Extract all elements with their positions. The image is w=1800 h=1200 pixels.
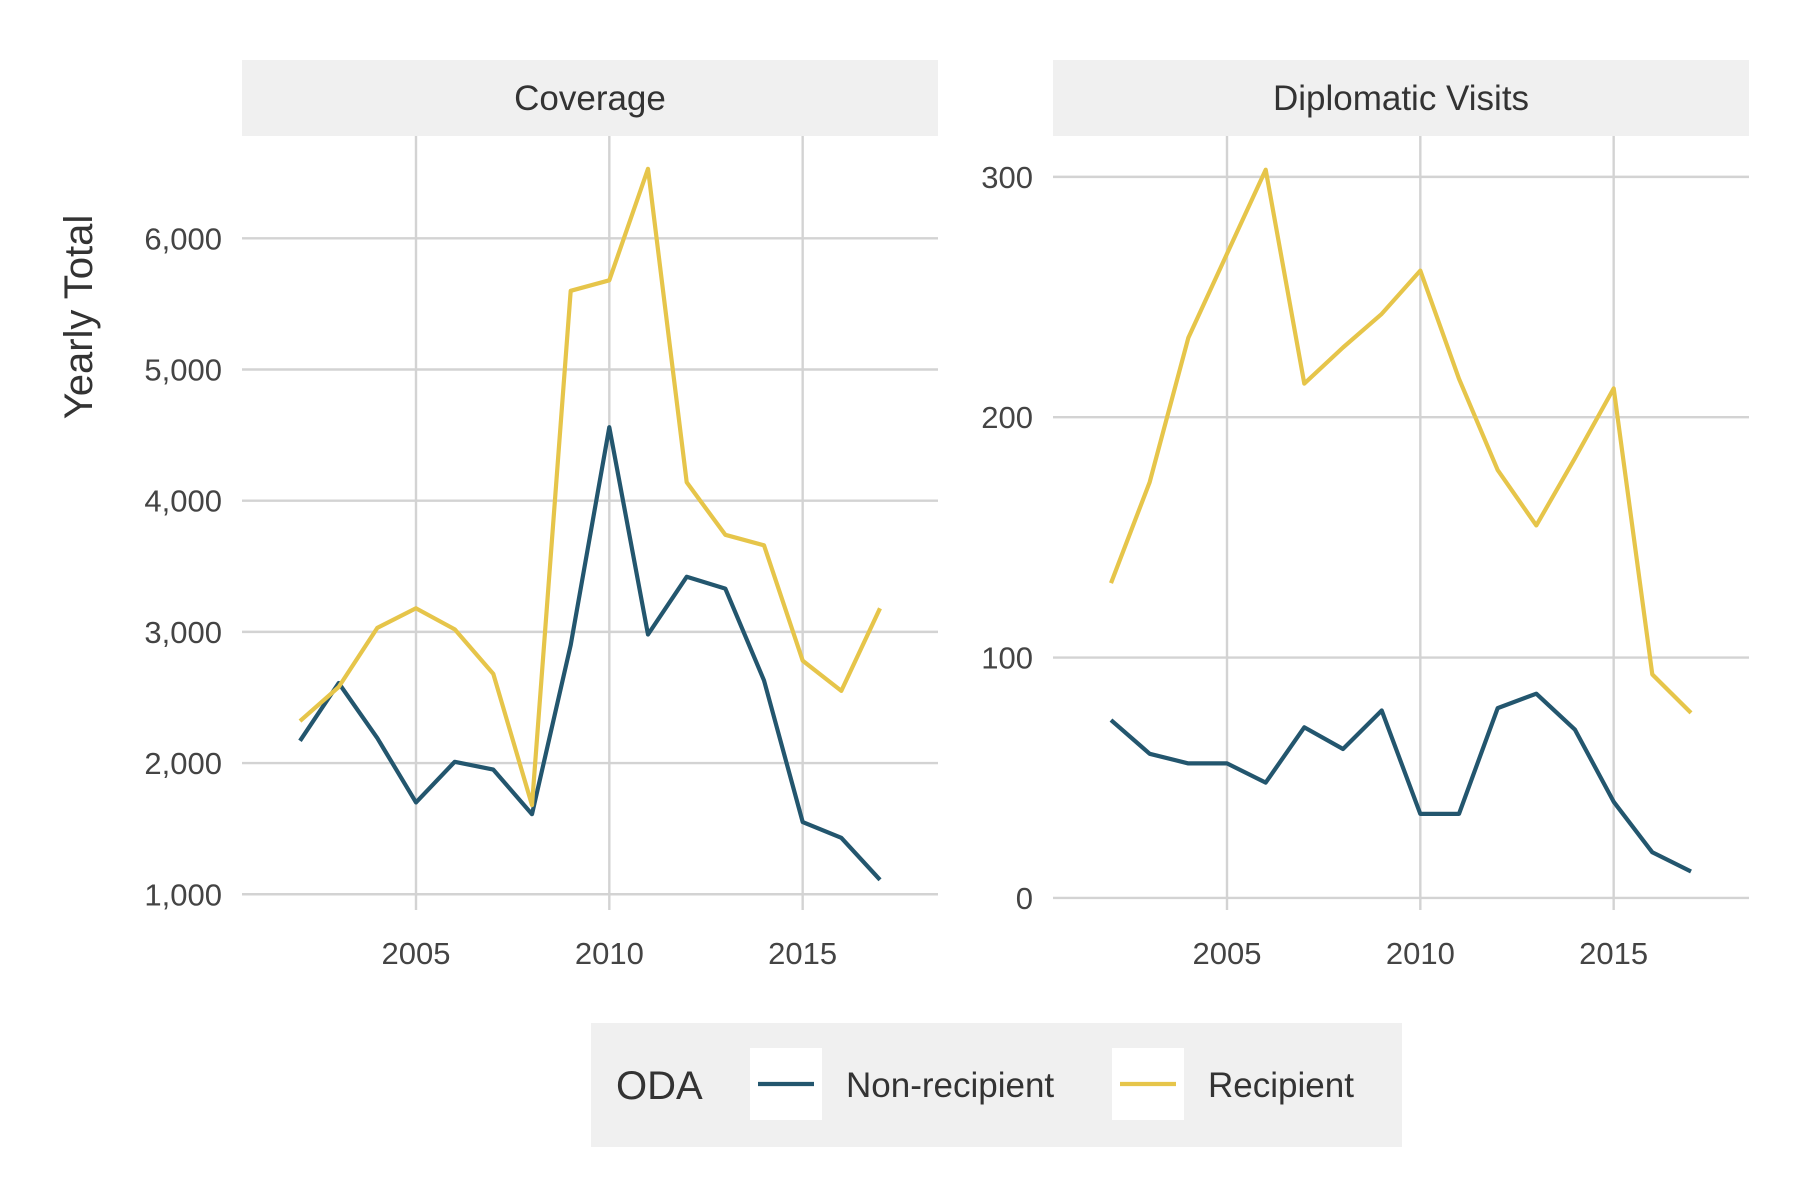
y-tick-label: 5,000: [144, 353, 222, 388]
y-tick-label: 0: [1016, 881, 1033, 916]
y-tick-label: 2,000: [144, 746, 222, 781]
y-tick-label: 4,000: [144, 484, 222, 519]
y-tick-label: 100: [981, 641, 1033, 676]
y-axis-title: Yearly Total: [57, 215, 101, 420]
y-tick-label: 200: [981, 400, 1033, 435]
series-line-non-recipient: [1109, 691, 1692, 874]
legend-title: ODA: [616, 1064, 703, 1108]
strip-background: [242, 60, 938, 136]
y-tick-label: 6,000: [144, 221, 222, 256]
y-tick-label: 1,000: [144, 877, 222, 912]
x-tick-label: 2015: [768, 936, 837, 971]
legend-label-recipient: Recipient: [1208, 1066, 1354, 1105]
x-tick-label: 2005: [382, 936, 451, 971]
legend-label-non-recipient: Non-recipient: [846, 1066, 1054, 1105]
strip-background: [1053, 60, 1749, 136]
x-tick-label: 2015: [1579, 936, 1648, 971]
series-line-non-recipient: [298, 425, 882, 882]
facet-panels: Coverage 1,000 2,000 3,000 4,000 5,000 6,000 20…: [144, 60, 1749, 971]
legend: ODA Non-recipient Recipient: [591, 1023, 1402, 1147]
panel-diplomatic-visits: Diplomatic Visits 0 100 200 300 2005 2010 2015: [981, 60, 1749, 971]
x-tick-label: 2010: [1386, 936, 1455, 971]
y-tick-label: 300: [981, 160, 1033, 195]
legend-background: [591, 1023, 1402, 1147]
x-tick-label: 2005: [1193, 936, 1262, 971]
y-tick-label: 3,000: [144, 615, 222, 650]
series-line-recipient: [298, 166, 882, 808]
strip-title-coverage: Coverage: [514, 79, 666, 118]
strip-title-diplomatic-visits: Diplomatic Visits: [1273, 79, 1529, 118]
series-line-recipient: [1109, 167, 1693, 715]
panel-coverage: Coverage 1,000 2,000 3,000 4,000 5,000 6,000 20…: [144, 60, 938, 971]
x-tick-label: 2010: [575, 936, 644, 971]
